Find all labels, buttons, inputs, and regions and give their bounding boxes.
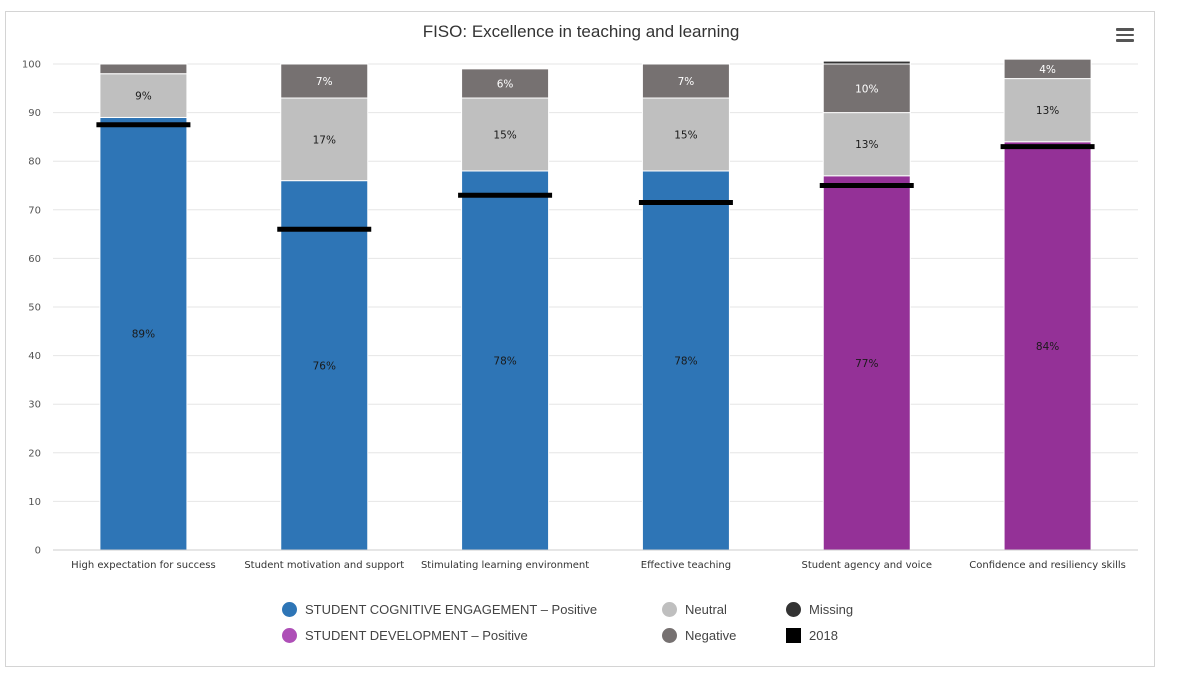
- data-label: 84%: [1036, 341, 1059, 353]
- bar-segment-negative[interactable]: [99, 63, 188, 75]
- legend-item[interactable]: Neutral: [662, 602, 727, 617]
- data-label: 7%: [316, 76, 333, 88]
- y-tick-label: 10: [28, 497, 41, 508]
- data-label: 13%: [1036, 105, 1059, 117]
- x-category-label: High expectation for success: [71, 560, 215, 571]
- data-label: 6%: [497, 78, 514, 90]
- x-category-label: Stimulating learning environment: [421, 560, 589, 571]
- data-label: 17%: [313, 134, 336, 146]
- legend-marker-icon: [282, 602, 297, 617]
- x-category-label: Student motivation and support: [244, 560, 404, 571]
- bar-segment-negative[interactable]: [822, 63, 911, 114]
- data-label: 77%: [855, 358, 878, 370]
- data-label: 4%: [1039, 64, 1056, 76]
- legend-item[interactable]: Missing: [786, 602, 853, 617]
- data-label: 15%: [674, 129, 697, 141]
- bar-segment-negative[interactable]: [1003, 58, 1092, 80]
- y-tick-label: 90: [28, 108, 41, 119]
- bar-segment-negative[interactable]: [641, 63, 730, 99]
- chart-title: FISO: Excellence in teaching and learnin…: [422, 22, 740, 41]
- bar-segment-missing[interactable]: [822, 60, 911, 65]
- data-label: 78%: [493, 355, 516, 367]
- hamburger-menu-icon[interactable]: [1116, 26, 1134, 42]
- legend-label: Missing: [809, 602, 854, 617]
- y-tick-label: 20: [28, 448, 41, 459]
- bar-segment-development[interactable]: [1003, 141, 1092, 551]
- legend-item[interactable]: 2018: [786, 628, 838, 643]
- bar-segment-neutral[interactable]: [822, 112, 911, 177]
- chart-plot: 0 10 20 30 40 50 60 70 80 90 100 89% 9% High expectat…: [22, 58, 1138, 571]
- bar-segment-negative[interactable]: [280, 63, 369, 99]
- bar-segment-cognitive[interactable]: [641, 170, 730, 551]
- legend-item[interactable]: Negative: [662, 628, 736, 643]
- legend-marker-icon: [282, 628, 297, 643]
- legend-label: STUDENT COGNITIVE ENGAGEMENT – Positive: [305, 602, 598, 617]
- bar-segment-development[interactable]: [822, 175, 911, 551]
- data-label: 89%: [132, 329, 155, 341]
- y-tick-label: 70: [28, 205, 41, 216]
- bar-segment-neutral[interactable]: [461, 97, 550, 172]
- bar-segment-neutral[interactable]: [1003, 78, 1092, 143]
- data-label: 13%: [855, 139, 878, 151]
- data-label: 15%: [493, 129, 516, 141]
- data-label: 7%: [678, 76, 695, 88]
- legend-marker-icon: [786, 602, 801, 617]
- legend-label: Neutral: [685, 602, 727, 617]
- y-tick-label: 50: [28, 303, 41, 314]
- y-tick-label: 30: [28, 400, 41, 411]
- y-tick-label: 80: [28, 157, 41, 168]
- y-tick-label: 100: [22, 60, 41, 71]
- x-category-label: Effective teaching: [641, 560, 731, 571]
- legend-marker-icon: [662, 602, 677, 617]
- legend-item[interactable]: STUDENT COGNITIVE ENGAGEMENT – Positive: [282, 602, 597, 617]
- legend-item[interactable]: STUDENT DEVELOPMENT – Positive: [282, 628, 528, 643]
- data-label: 10%: [855, 83, 878, 95]
- x-category-label: Student agency and voice: [801, 560, 932, 571]
- bar-segment-neutral[interactable]: [641, 97, 730, 172]
- chart-legend: STUDENT COGNITIVE ENGAGEMENT – Positive N…: [6, 594, 1156, 644]
- legend-marker-icon: [662, 628, 677, 643]
- legend-label: 2018: [809, 628, 838, 643]
- data-label: 78%: [674, 355, 697, 367]
- legend-label: STUDENT DEVELOPMENT – Positive: [305, 628, 528, 643]
- chart-container: FISO: Excellence in teaching and learnin…: [5, 11, 1155, 667]
- legend-label: Negative: [685, 628, 737, 643]
- data-label: 9%: [135, 91, 152, 103]
- bar-segment-negative[interactable]: [461, 68, 550, 99]
- y-tick-label: 0: [35, 546, 41, 557]
- y-tick-label: 60: [28, 254, 41, 265]
- data-label: 76%: [313, 360, 336, 372]
- bar-segment-cognitive[interactable]: [461, 170, 550, 551]
- legend-marker-icon: [786, 628, 801, 643]
- x-category-label: Confidence and resiliency skills: [969, 560, 1126, 571]
- y-tick-label: 40: [28, 351, 41, 362]
